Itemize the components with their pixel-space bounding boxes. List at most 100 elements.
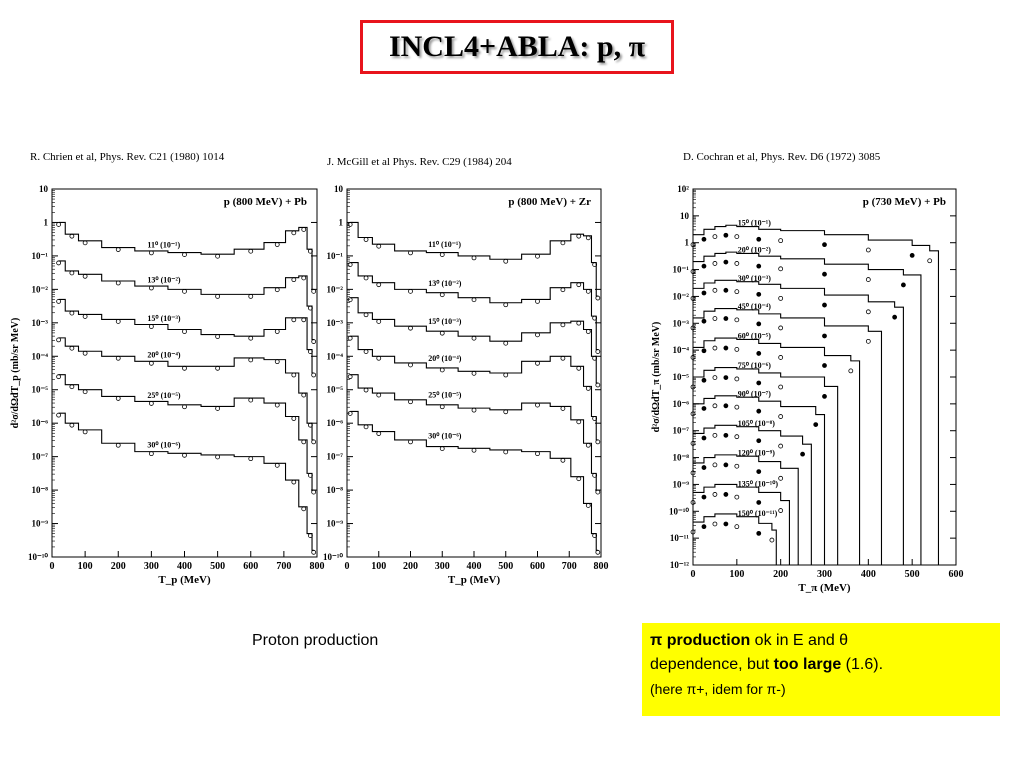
data-point xyxy=(182,365,187,371)
data-point xyxy=(376,319,382,324)
data-point xyxy=(215,406,221,411)
data-point xyxy=(756,236,762,242)
data-point xyxy=(503,258,509,264)
data-point xyxy=(778,414,784,419)
data-point xyxy=(592,533,598,538)
data-point xyxy=(734,463,740,469)
data-point xyxy=(712,287,718,293)
reference-right: D. Cochran et al, Phys. Rev. D6 (1972) 3… xyxy=(683,151,881,163)
data-point xyxy=(311,339,317,344)
data-point xyxy=(82,389,88,395)
data-point xyxy=(865,309,871,315)
series-angle-label: 75⁰ (10⁻⁶) xyxy=(738,361,771,370)
data-point xyxy=(376,431,382,436)
data-point xyxy=(274,242,280,247)
data-point xyxy=(723,316,729,321)
series-angle-label: 11⁰ (10⁻¹) xyxy=(147,240,180,249)
y-tick-label: 10⁻⁹ xyxy=(32,519,49,529)
data-point xyxy=(56,222,62,227)
x-tick-label: 300 xyxy=(817,569,832,580)
pion-note-box: π production ok in E and θ dependence, b… xyxy=(642,623,1000,716)
y-tick-label: 1 xyxy=(685,238,690,248)
data-point xyxy=(82,429,88,435)
y-tick-label: 10⁻⁹ xyxy=(327,519,344,529)
data-point xyxy=(408,362,413,368)
data-point xyxy=(723,492,729,497)
data-point xyxy=(347,262,353,268)
x-tick-label: 0 xyxy=(50,561,55,572)
data-point xyxy=(215,334,221,339)
y-tick-label: 1 xyxy=(339,217,344,227)
x-tick-label: 600 xyxy=(530,561,545,572)
data-point xyxy=(311,372,317,378)
y-tick-label: 10⁻⁶ xyxy=(327,418,344,428)
data-point xyxy=(712,316,718,321)
data-point xyxy=(778,475,784,481)
data-point xyxy=(723,345,729,351)
data-point xyxy=(560,355,566,361)
data-point xyxy=(756,500,762,505)
y-axis-label: d²σ/dΩdT_p (mb/sr MeV) xyxy=(10,318,21,429)
data-point xyxy=(576,365,582,371)
data-point xyxy=(301,439,307,445)
data-point xyxy=(701,348,707,354)
data-point xyxy=(778,384,784,390)
x-tick-label: 400 xyxy=(861,569,876,580)
series-angle-label: 13⁰ (10⁻²) xyxy=(147,275,180,284)
y-tick-label: 10⁻¹⁰ xyxy=(323,552,343,562)
data-point xyxy=(248,357,254,363)
series-line xyxy=(693,483,790,565)
data-point xyxy=(690,440,696,446)
y-tick-label: 10⁻¹¹ xyxy=(670,533,689,543)
data-point xyxy=(778,443,784,449)
data-point xyxy=(215,253,221,259)
series-line xyxy=(693,424,812,565)
data-point xyxy=(778,266,784,272)
data-point xyxy=(701,236,707,242)
series-line xyxy=(693,307,883,565)
data-point xyxy=(690,384,696,390)
data-point xyxy=(712,261,718,266)
data-point xyxy=(347,335,353,341)
data-point xyxy=(778,325,784,331)
series-line xyxy=(350,335,598,441)
data-point xyxy=(363,312,369,318)
series-angle-label: 25⁰ (10⁻⁵) xyxy=(428,391,461,400)
data-point xyxy=(215,293,221,299)
data-point xyxy=(712,521,718,527)
data-point xyxy=(535,451,540,457)
x-tick-label: 800 xyxy=(594,561,609,572)
data-point xyxy=(363,237,369,242)
data-point xyxy=(148,285,154,291)
data-point xyxy=(503,372,509,378)
y-tick-label: 10 xyxy=(39,184,49,194)
y-tick-label: 10⁻⁷ xyxy=(32,452,49,462)
data-point xyxy=(734,317,740,323)
data-point xyxy=(56,337,62,343)
data-point xyxy=(723,521,729,527)
data-point xyxy=(800,451,805,457)
reference-middle: J. McGill et al Phys. Rev. C29 (1984) 20… xyxy=(327,156,512,168)
series-angle-label: 30⁰ (10⁻⁶) xyxy=(147,441,180,450)
data-point xyxy=(535,332,540,338)
data-point xyxy=(56,374,62,380)
x-axis-label: T_p (MeV) xyxy=(448,574,501,586)
data-point xyxy=(248,248,254,254)
data-point xyxy=(560,322,566,328)
y-tick-label: 10⁻⁷ xyxy=(673,426,690,436)
data-point xyxy=(471,255,477,261)
data-point xyxy=(535,298,540,304)
data-point xyxy=(712,345,718,351)
data-point xyxy=(592,262,598,268)
data-point xyxy=(248,397,254,403)
y-tick-label: 10⁻² xyxy=(673,291,690,301)
data-point xyxy=(756,291,762,297)
data-point xyxy=(439,292,445,298)
y-tick-label: 1 xyxy=(44,217,49,227)
data-point xyxy=(723,287,729,293)
data-point xyxy=(69,422,75,428)
data-point xyxy=(712,492,718,497)
data-point xyxy=(690,325,696,331)
data-point xyxy=(756,263,762,269)
data-point xyxy=(734,434,740,440)
